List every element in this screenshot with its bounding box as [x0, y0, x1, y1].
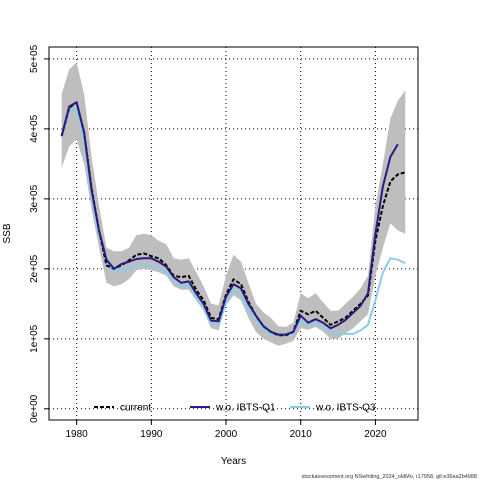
- y-tick-label: 0e+00: [29, 394, 40, 423]
- y-tick-label: 3e+05: [29, 184, 40, 213]
- series-lines: [60, 101, 406, 337]
- legend-label: w.o. IBTS-Q3: [315, 403, 376, 414]
- confidence-band: [61, 62, 406, 346]
- x-tick-label: 1980: [66, 429, 89, 440]
- footer-credit: stockassessment.org NSwhiting_2024_oldMo…: [301, 474, 477, 480]
- series-line-w-o-ibts-q1: [60, 101, 399, 336]
- grid-lines: [49, 47, 418, 420]
- x-tick-label: 2020: [364, 429, 387, 440]
- x-tick-label: 1990: [140, 429, 163, 440]
- x-axis-label: Years: [221, 456, 246, 467]
- y-axis: 0e+00 1e+05 2e+05 3e+05 4e+05 5e+05: [29, 44, 49, 423]
- x-tick-label: 2000: [215, 429, 238, 440]
- series-line-w-o-ibts-q3: [60, 106, 406, 337]
- y-axis-label: SSB: [2, 223, 13, 243]
- plot-frame: [48, 46, 419, 421]
- y-tick-label: 2e+05: [29, 254, 40, 283]
- y-tick-label: 4e+05: [29, 114, 40, 143]
- legend-label: current: [120, 403, 151, 414]
- x-axis: 1980 1990 2000 2010 2020: [66, 420, 387, 440]
- legend-label: w.o. IBTS-Q1: [215, 403, 276, 414]
- x-tick-label: 2010: [290, 429, 313, 440]
- y-tick-label: 5e+05: [29, 44, 40, 73]
- legend: current w.o. IBTS-Q1 w.o. IBTS-Q3: [94, 403, 376, 414]
- y-tick-label: 1e+05: [29, 324, 40, 353]
